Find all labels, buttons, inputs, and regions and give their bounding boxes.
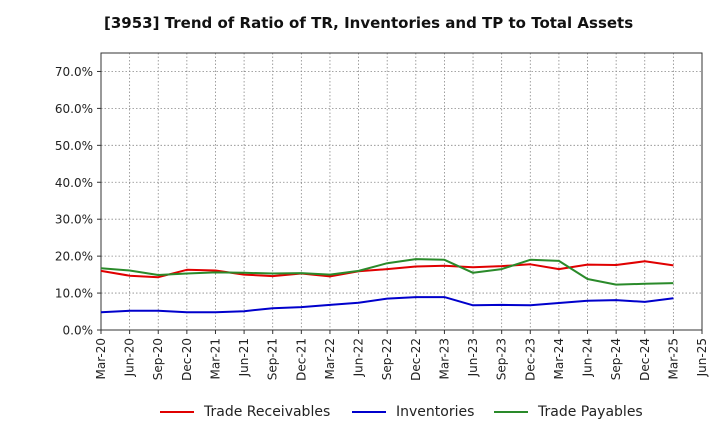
chart-title: [3953] Trend of Ratio of TR, Inventories… bbox=[104, 14, 634, 32]
legend-item-trade-receivables: Trade Receivables bbox=[160, 404, 330, 420]
x-tick-label: Sep-20 bbox=[151, 338, 165, 380]
x-tick-label: Dec-22 bbox=[409, 338, 423, 381]
legend-swatch-red bbox=[160, 411, 194, 413]
x-tick-label: Jun-20 bbox=[123, 338, 137, 377]
x-tick-label: Jun-22 bbox=[352, 338, 366, 377]
legend-label: Inventories bbox=[396, 404, 475, 420]
axes: 0.0% 10.0% 20.0% 30.0% 40.0% 50.0% 60.0% 70.0% M… bbox=[55, 52, 709, 381]
x-tick-label: Jun-23 bbox=[466, 338, 480, 377]
legend-item-inventories: Inventories bbox=[352, 404, 474, 420]
x-tick-label: Jun-21 bbox=[237, 338, 251, 377]
grid-lines bbox=[101, 53, 702, 330]
y-tick-label: 20.0% bbox=[55, 250, 93, 264]
legend-swatch-green bbox=[494, 411, 528, 413]
x-tick-label: Mar-20 bbox=[94, 338, 108, 379]
series-line-trade-payables bbox=[100, 258, 674, 286]
x-tick-label: Jun-25 bbox=[695, 338, 709, 377]
y-tick-label: 60.0% bbox=[55, 102, 93, 116]
plot-frame bbox=[100, 52, 703, 331]
x-tick-label: Mar-22 bbox=[323, 338, 337, 379]
x-tick-label: Dec-23 bbox=[523, 338, 537, 381]
y-tick-label: 50.0% bbox=[55, 139, 93, 153]
series-line-trade-receivables bbox=[100, 260, 674, 279]
legend-label: Trade Receivables bbox=[204, 404, 331, 420]
y-tick-label: 40.0% bbox=[55, 176, 93, 190]
x-tick-label: Mar-23 bbox=[437, 338, 451, 379]
y-tick-label: 0.0% bbox=[63, 324, 94, 338]
x-tick-label: Dec-24 bbox=[638, 338, 652, 381]
x-tick-label: Mar-25 bbox=[666, 338, 680, 379]
series-lines bbox=[100, 258, 674, 314]
y-tick-label: 30.0% bbox=[55, 213, 93, 227]
x-tick-label: Sep-21 bbox=[266, 338, 280, 380]
x-tick-label: Jun-24 bbox=[581, 338, 595, 377]
x-tick-label: Mar-24 bbox=[552, 338, 566, 379]
legend-label: Trade Payables bbox=[538, 404, 643, 420]
y-tick-label: 70.0% bbox=[55, 65, 93, 79]
x-tick-label: Sep-23 bbox=[495, 338, 509, 380]
legend-item-trade-payables: Trade Payables bbox=[494, 404, 643, 420]
x-tick-label: Sep-22 bbox=[380, 338, 394, 380]
series-line-inventories bbox=[100, 296, 674, 314]
x-tick-label: Dec-21 bbox=[294, 338, 308, 381]
x-tick-label: Sep-24 bbox=[609, 338, 623, 380]
legend-swatch-blue bbox=[352, 411, 386, 413]
x-tick-label: Mar-21 bbox=[208, 338, 222, 379]
x-tick-label: Dec-20 bbox=[180, 338, 194, 381]
y-tick-label: 10.0% bbox=[55, 287, 93, 301]
